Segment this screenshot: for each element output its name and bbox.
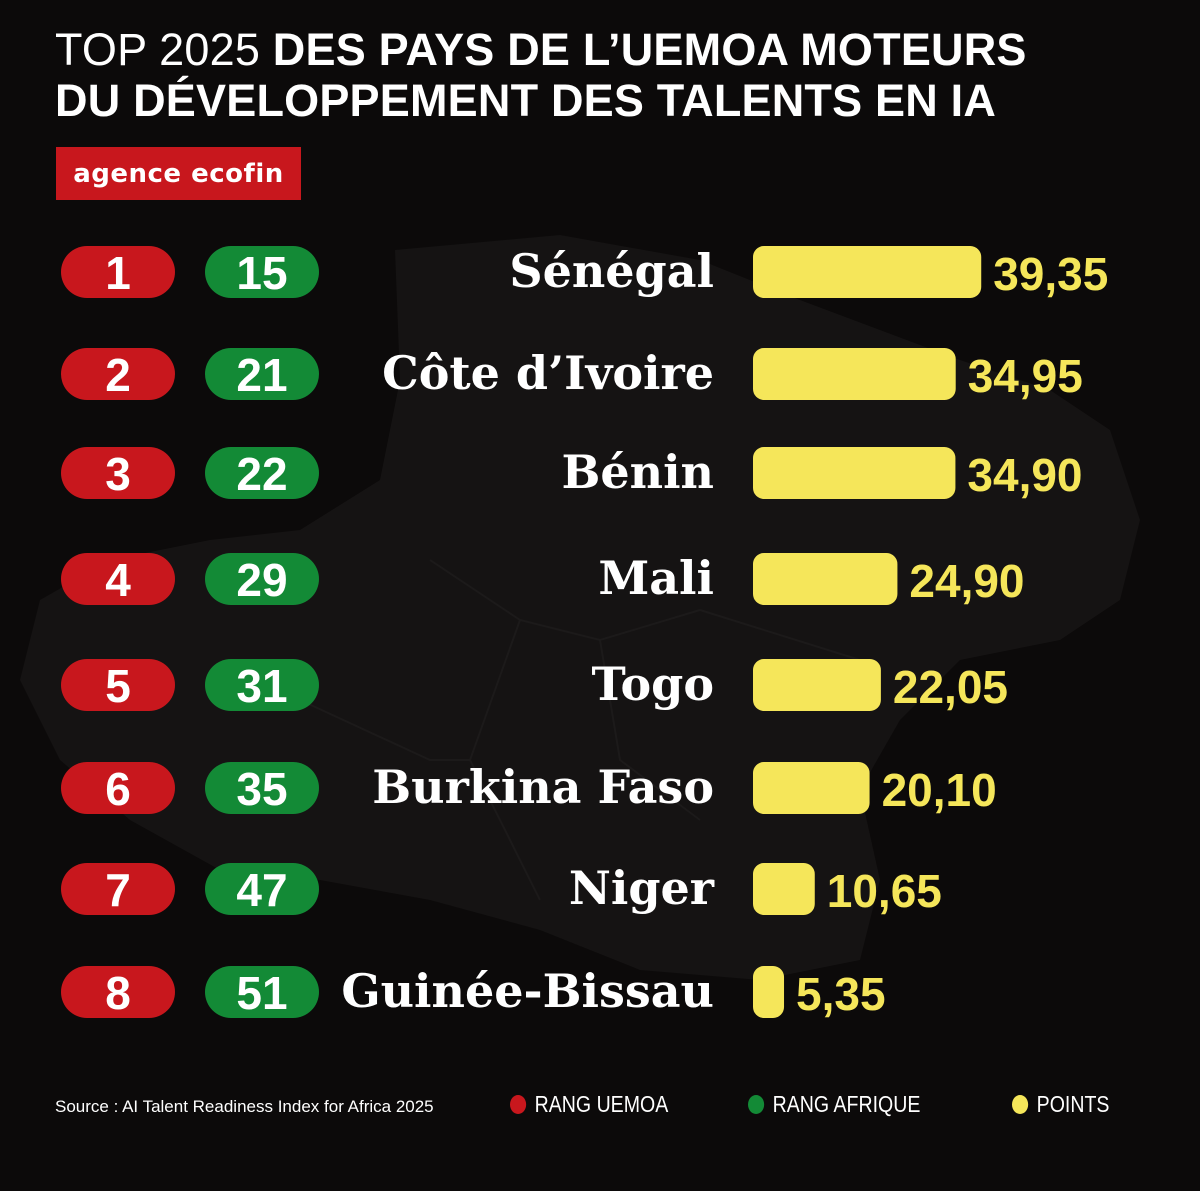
rank-uemoa-label: 2 bbox=[105, 349, 131, 401]
rank-uemoa-pill bbox=[61, 659, 175, 711]
value-label: 39,35 bbox=[993, 248, 1108, 300]
category-label: Sénégal bbox=[509, 244, 714, 298]
rank-uemoa-label: 7 bbox=[105, 864, 131, 916]
rank-uemoa-pill bbox=[61, 966, 175, 1018]
rank-uemoa-pill bbox=[61, 863, 175, 915]
rank-afrique-pill bbox=[205, 348, 319, 400]
title-line1-bold: DES PAYS DE L’UEMOA MOTEURS bbox=[272, 24, 1027, 75]
category-label: Mali bbox=[598, 551, 714, 605]
rank-uemoa-label: 5 bbox=[105, 660, 131, 712]
rank-uemoa-label: 8 bbox=[105, 967, 131, 1019]
value-bar bbox=[753, 762, 870, 814]
value-label: 5,35 bbox=[796, 968, 886, 1020]
value-bar bbox=[753, 659, 881, 711]
title-line1-light: TOP 2025 bbox=[55, 24, 273, 75]
rank-afrique-pill bbox=[205, 447, 319, 499]
rank-uemoa-label: 4 bbox=[105, 554, 131, 606]
value-label: 24,90 bbox=[909, 555, 1024, 607]
value-bar bbox=[753, 966, 785, 1018]
value-label: 22,05 bbox=[893, 661, 1008, 713]
rank-afrique-pill bbox=[205, 966, 319, 1018]
rank-afrique-pill bbox=[205, 659, 319, 711]
rank-uemoa-pill bbox=[61, 762, 175, 814]
legend-rang-afrique: RANG AFRIQUE bbox=[748, 1091, 920, 1118]
legend-label-uemoa: RANG UEMOA bbox=[534, 1091, 669, 1117]
category-label: Guinée-Bissau bbox=[341, 964, 714, 1018]
category-label: Burkina Faso bbox=[372, 760, 714, 814]
rank-uemoa-pill bbox=[61, 246, 175, 298]
rank-uemoa-label: 6 bbox=[105, 763, 131, 815]
rank-afrique-label: 29 bbox=[236, 554, 287, 606]
rank-afrique-label: 15 bbox=[236, 247, 287, 299]
rank-afrique-label: 22 bbox=[236, 448, 287, 500]
value-bar bbox=[753, 447, 956, 499]
value-label: 20,10 bbox=[882, 764, 997, 816]
agence-ecofin-logo: agence ecofin bbox=[56, 147, 301, 200]
legend-label-afrique: RANG AFRIQUE bbox=[772, 1091, 921, 1117]
value-bar bbox=[753, 863, 815, 915]
rank-uemoa-label: 1 bbox=[105, 247, 131, 299]
rank-uemoa-pill bbox=[61, 447, 175, 499]
rank-uemoa-pill bbox=[61, 553, 175, 605]
rank-afrique-label: 21 bbox=[236, 349, 287, 401]
category-label: Côte d’Ivoire bbox=[382, 346, 714, 400]
green-dot-icon bbox=[748, 1095, 765, 1114]
yellow-dot-icon bbox=[1012, 1095, 1029, 1114]
rank-afrique-label: 31 bbox=[236, 660, 287, 712]
rank-afrique-pill bbox=[205, 762, 319, 814]
rank-afrique-pill bbox=[205, 553, 319, 605]
rank-uemoa-label: 3 bbox=[105, 448, 131, 500]
legend-rang-uemoa: RANG UEMOA bbox=[510, 1091, 668, 1118]
category-label: Bénin bbox=[561, 445, 714, 499]
title-line2: DU DÉVELOPPEMENT DES TALENTS EN IA bbox=[55, 75, 997, 126]
rank-afrique-pill bbox=[205, 246, 319, 298]
category-label: Niger bbox=[569, 861, 715, 915]
rank-afrique-label: 51 bbox=[236, 967, 287, 1019]
value-bar bbox=[753, 246, 982, 298]
legend-label-points: POINTS bbox=[1036, 1091, 1110, 1117]
value-label: 34,95 bbox=[968, 350, 1083, 402]
source-note: Source : AI Talent Readiness Index for A… bbox=[55, 1097, 434, 1116]
rank-afrique-label: 35 bbox=[236, 763, 287, 815]
rank-afrique-label: 47 bbox=[236, 864, 287, 916]
legend-points: POINTS bbox=[1012, 1091, 1109, 1118]
value-bar bbox=[753, 553, 898, 605]
chart-title: TOP 2025 DES PAYS DE L’UEMOA MOTEURS DU … bbox=[55, 24, 1175, 126]
category-label: Togo bbox=[592, 657, 714, 711]
value-bar bbox=[753, 348, 956, 400]
value-label: 34,90 bbox=[967, 449, 1082, 501]
rank-afrique-pill bbox=[205, 863, 319, 915]
red-dot-icon bbox=[510, 1095, 527, 1114]
rank-uemoa-pill bbox=[61, 348, 175, 400]
value-label: 10,65 bbox=[827, 865, 942, 917]
